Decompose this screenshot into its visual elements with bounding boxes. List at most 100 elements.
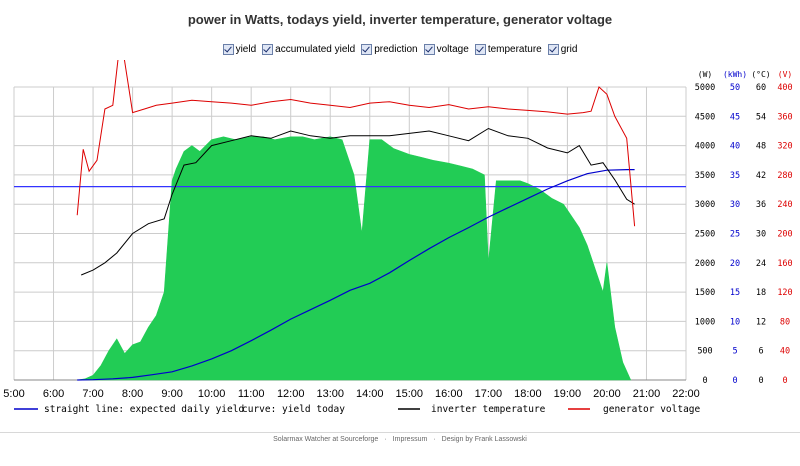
- checkbox-voltage[interactable]: [423, 44, 435, 55]
- legend-layer: straight line: expected daily yieldcurve…: [14, 404, 701, 415]
- axis-tick-label: 50: [730, 83, 740, 93]
- axis-tick-label: 240: [777, 200, 792, 210]
- axis-unit-label: (W): [698, 70, 712, 79]
- legend-label-expected: straight line: expected daily yield: [44, 404, 244, 415]
- toggle-yield[interactable]: yield: [222, 44, 257, 55]
- axis-tick-label: 160: [777, 259, 792, 269]
- axis-tick-label: 15: [730, 288, 740, 298]
- x-tick-label: 5:00: [3, 388, 24, 400]
- toggle-yield-label: yield: [235, 44, 257, 55]
- checkbox-accumulated-yield[interactable]: [262, 44, 274, 55]
- yield-area: [77, 136, 632, 381]
- line-layer: [14, 60, 686, 381]
- x-tick-label: 22:00: [672, 388, 700, 400]
- axis-tick-label: 320: [777, 142, 792, 152]
- temperature-line: [81, 127, 635, 276]
- axis-tick-label: 24: [756, 259, 766, 269]
- axis-tick-label: 0: [782, 376, 787, 386]
- axis-tick-label: 36: [756, 200, 766, 210]
- axis-tick-label: 200: [777, 230, 792, 240]
- axis-unit-label: (°C): [751, 70, 770, 79]
- axis-tick-label: 25: [730, 230, 740, 240]
- axis-tick-label: 40: [730, 142, 740, 152]
- axis-tick-label: 0: [702, 376, 707, 386]
- legend-label-curve: curve: yield today: [242, 404, 345, 415]
- axis-tick-label: 360: [777, 112, 792, 122]
- axis-tick-label: 4000: [695, 142, 715, 152]
- axis-tick-label: 5000: [695, 83, 715, 93]
- toggle-temperature[interactable]: temperature: [474, 44, 542, 55]
- accumulated-yield-line: [77, 168, 635, 381]
- x-tick-label: 20:00: [593, 388, 621, 400]
- footer-link-sourceforge[interactable]: Solarmax Watcher at Sourceforge: [273, 436, 379, 443]
- axis-tick-label: 80: [780, 317, 790, 327]
- axis-unit-label: (kWh): [723, 70, 747, 79]
- axis-layer: 5:00 6:00 7:00 8:00 9:00 10:00 11:00 12:00 13:00…: [3, 70, 792, 400]
- axis-tick-label: 0: [758, 376, 763, 386]
- axis-tick-label: 1000: [695, 317, 715, 327]
- x-tick-label: 9:00: [161, 388, 182, 400]
- axis-tick-label: 54: [756, 112, 766, 122]
- x-tick-label: 17:00: [475, 388, 503, 400]
- x-tick-label: 21:00: [633, 388, 661, 400]
- chart-title: power in Watts, todays yield, inverter t…: [187, 12, 613, 27]
- axis-tick-label: 45: [730, 112, 740, 122]
- x-tick-label: 14:00: [356, 388, 384, 400]
- legend-label-voltage: generator voltage: [603, 404, 701, 415]
- legend-label-temperature: inverter temperature: [431, 404, 546, 415]
- toggle-accumulated-yield-label: accumulated yield: [275, 44, 356, 55]
- axis-tick-label: 40: [780, 347, 790, 357]
- x-tick-label: 6:00: [43, 388, 64, 400]
- axis-tick-label: 20: [730, 259, 740, 269]
- axis-tick-label: 3500: [695, 171, 715, 181]
- axis-tick-label: 2000: [695, 259, 715, 269]
- x-tick-label: 8:00: [122, 388, 143, 400]
- checkbox-temperature[interactable]: [474, 44, 486, 55]
- footer-link-impressum[interactable]: Impressum: [392, 436, 428, 443]
- x-tick-label: 7:00: [82, 388, 103, 400]
- axis-tick-label: 35: [730, 171, 740, 181]
- checkbox-yield[interactable]: [222, 44, 234, 55]
- yield-layer: [77, 136, 632, 381]
- axis-tick-label: 0: [732, 376, 737, 386]
- toggle-temperature-label: temperature: [487, 44, 542, 55]
- x-tick-label: 10:00: [198, 388, 226, 400]
- checkbox-grid[interactable]: [547, 44, 559, 55]
- axis-tick-label: 120: [777, 288, 792, 298]
- axis-tick-label: 1500: [695, 288, 715, 298]
- axis-tick-label: 6: [758, 347, 763, 357]
- footer: Solarmax Watcher at Sourceforge · Impressu…: [0, 436, 800, 443]
- toggle-prediction-label: prediction: [374, 44, 418, 55]
- axis-tick-label: 48: [756, 142, 766, 152]
- axis-tick-label: 10: [730, 317, 740, 327]
- axis-tick-label: 2500: [695, 230, 715, 240]
- x-tick-label: 12:00: [277, 388, 305, 400]
- x-tick-label: 16:00: [435, 388, 463, 400]
- axis-tick-label: 5: [732, 347, 737, 357]
- axis-tick-label: 4500: [695, 112, 715, 122]
- axis-tick-label: 12: [756, 317, 766, 327]
- axis-tick-label: 30: [756, 230, 766, 240]
- axis-unit-label: (V): [778, 70, 792, 79]
- footer-separator: ·: [433, 436, 436, 443]
- series-toggles: yield accumulated yield prediction volta…: [0, 44, 800, 55]
- footer-link-design[interactable]: Design by Frank Lassowski: [441, 436, 527, 443]
- footer-divider: [0, 432, 800, 433]
- x-tick-label: 19:00: [554, 388, 582, 400]
- power-chart: 5:00 6:00 7:00 8:00 9:00 10:00 11:00 12:00 13:00…: [3, 60, 793, 415]
- axis-tick-label: 400: [777, 83, 792, 93]
- toggle-voltage-label: voltage: [436, 44, 469, 55]
- checkbox-prediction[interactable]: [361, 44, 373, 55]
- x-tick-label: 11:00: [238, 388, 265, 400]
- x-tick-label: 13:00: [316, 388, 344, 400]
- axis-tick-label: 18: [756, 288, 766, 298]
- toggle-voltage[interactable]: voltage: [423, 44, 469, 55]
- axis-tick-label: 500: [697, 347, 712, 357]
- axis-tick-label: 30: [730, 200, 740, 210]
- toggle-grid[interactable]: grid: [547, 44, 578, 55]
- axis-tick-label: 280: [777, 171, 792, 181]
- toggle-grid-label: grid: [560, 44, 578, 55]
- toggle-prediction[interactable]: prediction: [361, 44, 418, 55]
- voltage-line: [76, 60, 636, 227]
- toggle-accumulated-yield[interactable]: accumulated yield: [262, 44, 355, 55]
